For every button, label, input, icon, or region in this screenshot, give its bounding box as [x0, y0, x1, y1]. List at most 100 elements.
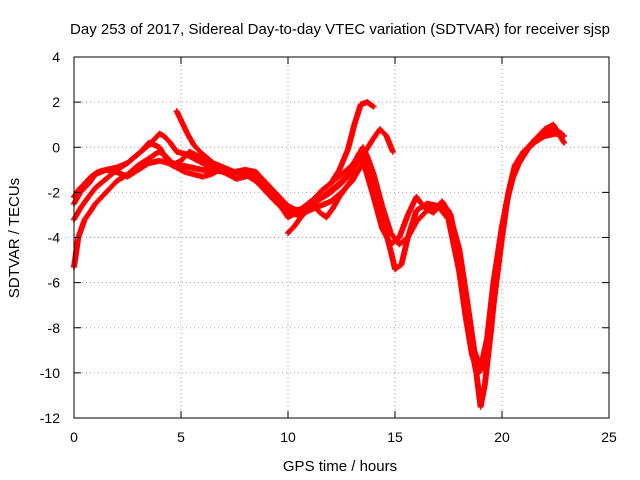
- data-marker-run: [503, 168, 518, 206]
- series-trace-6: [285, 155, 369, 236]
- data-marker-run: [298, 208, 310, 220]
- data-marker-run: [71, 190, 83, 206]
- data-marker-run: [275, 199, 291, 219]
- data-marker-run: [532, 127, 547, 143]
- data-marker-run: [104, 179, 119, 195]
- data-marker-run: [384, 134, 396, 154]
- data-marker-run: [153, 131, 162, 141]
- data-marker-run: [521, 138, 537, 154]
- data-marker-run: [359, 99, 369, 107]
- data-marker-run: [158, 131, 166, 139]
- x-tick-label: 15: [387, 429, 403, 445]
- data-marker-run: [78, 181, 91, 195]
- data-marker-run: [388, 235, 402, 247]
- y-tick-label: 4: [52, 49, 60, 65]
- x-tick-label: 5: [177, 429, 185, 445]
- data-marker-run: [345, 161, 359, 177]
- data-point: [370, 103, 377, 110]
- data-marker-run: [75, 217, 88, 239]
- data-marker-run: [337, 186, 348, 199]
- data-marker-run: [477, 337, 490, 370]
- y-tick-label: -8: [48, 320, 61, 336]
- data-marker-run: [371, 195, 385, 230]
- data-marker-run: [275, 192, 290, 208]
- x-tick-label: 10: [280, 429, 296, 445]
- data-marker-run: [439, 199, 453, 217]
- y-tick-label: -4: [48, 230, 61, 246]
- x-tick-label: 0: [70, 429, 78, 445]
- data-marker-run: [311, 194, 325, 206]
- data-marker-run: [200, 152, 215, 166]
- data-marker-run: [136, 160, 151, 172]
- data-marker-run: [414, 195, 428, 210]
- y-tick-label: -6: [48, 275, 61, 291]
- data-marker-run: [337, 172, 350, 186]
- y-axis-label: SDTVAR / TECUs: [6, 178, 23, 298]
- data-marker-run: [292, 215, 303, 228]
- data-marker-run: [324, 206, 336, 219]
- data-marker-run: [350, 168, 361, 181]
- data-marker-run: [264, 181, 280, 197]
- data-point: [561, 139, 568, 146]
- data-marker-run: [320, 188, 333, 199]
- data-marker-run: [157, 145, 169, 161]
- data-marker-run: [185, 132, 197, 147]
- ticks: 0 5 10 15 20 25 -12 -10 -8 -6 -4 -2 0 2 4: [40, 49, 617, 445]
- data-marker-run: [196, 154, 209, 166]
- data-marker-run: [311, 188, 325, 202]
- data-marker-run: [362, 136, 376, 154]
- y-tick-label: -12: [40, 410, 60, 426]
- data-marker-run: [89, 169, 100, 179]
- data-marker-run: [84, 186, 98, 201]
- y-tick-label: -10: [40, 365, 60, 381]
- y-tick-label: -2: [48, 184, 61, 200]
- data-marker-run: [365, 100, 376, 109]
- data-marker-run: [330, 195, 342, 210]
- x-tick-label: 20: [494, 429, 510, 445]
- series-layer: [71, 99, 568, 410]
- data-point: [389, 148, 396, 155]
- data-marker-run: [328, 168, 342, 185]
- data-marker-run: [329, 181, 342, 193]
- data-marker-run: [71, 206, 83, 222]
- x-tick-label: 25: [601, 429, 617, 445]
- data-marker-run: [397, 235, 410, 247]
- data-marker-run: [125, 167, 140, 179]
- data-marker-run: [456, 258, 471, 330]
- data-marker-run: [354, 150, 368, 165]
- data-marker-run: [405, 195, 419, 217]
- data-marker-run: [477, 382, 488, 409]
- data-marker-run: [388, 249, 398, 271]
- data-marker-run: [161, 134, 173, 145]
- data-marker-run: [254, 174, 269, 186]
- data-marker-run: [93, 176, 108, 190]
- series-trace-5: [173, 108, 396, 214]
- y-tick-label: 0: [52, 139, 60, 155]
- data-marker-run: [168, 141, 179, 154]
- data-marker-run: [356, 156, 368, 172]
- data-marker-run: [494, 202, 510, 262]
- data-marker-run: [378, 127, 389, 138]
- data-marker-run: [551, 123, 567, 145]
- data-marker-run: [336, 147, 351, 172]
- data-marker-run: [362, 166, 377, 199]
- data-marker-run: [351, 102, 364, 127]
- x-axis-label: GPS time / hours: [283, 458, 397, 475]
- data-marker-run: [465, 326, 480, 375]
- data-marker-run: [147, 151, 158, 161]
- data-marker-run: [512, 150, 526, 172]
- data-marker-run: [320, 181, 333, 193]
- y-tick-label: 2: [52, 94, 60, 110]
- data-marker-run: [78, 197, 89, 210]
- data-marker-run: [396, 213, 411, 240]
- data-marker-run: [82, 174, 94, 186]
- data-marker-run: [393, 262, 404, 272]
- data-marker-run: [311, 204, 323, 215]
- chart-title: Day 253 of 2017, Sidereal Day-to-day VTE…: [70, 21, 610, 38]
- data-marker-run: [482, 326, 495, 386]
- data-marker-run: [82, 208, 94, 222]
- data-marker-run: [93, 190, 109, 206]
- data-marker-run: [405, 220, 419, 240]
